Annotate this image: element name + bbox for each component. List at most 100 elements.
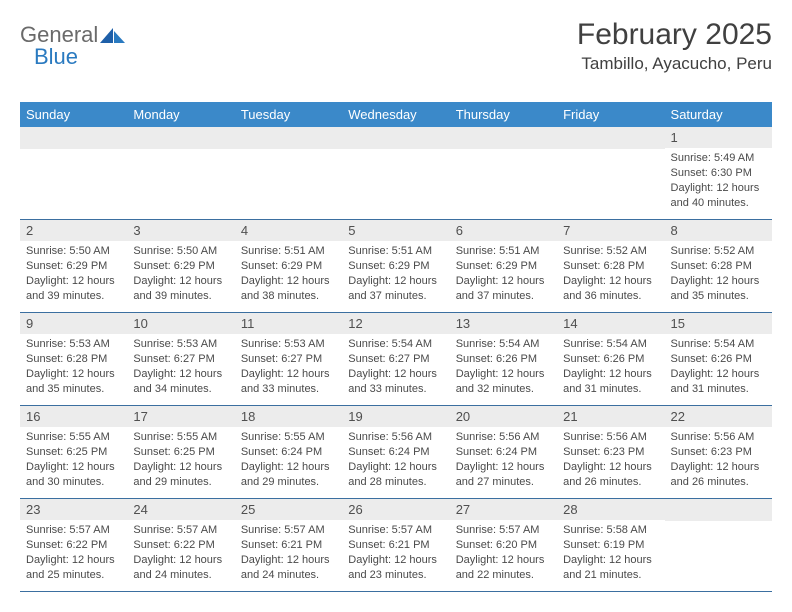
- day-details: Sunrise: 5:54 AMSunset: 6:27 PMDaylight:…: [342, 334, 449, 402]
- weekday-header: Thursday: [450, 102, 557, 127]
- day-details: Sunrise: 5:57 AMSunset: 6:21 PMDaylight:…: [342, 520, 449, 588]
- calendar-day-cell: 1Sunrise: 5:49 AMSunset: 6:30 PMDaylight…: [665, 127, 772, 219]
- day-number: 15: [665, 313, 772, 334]
- weekday-header: Saturday: [665, 102, 772, 127]
- calendar-day-cell: 23Sunrise: 5:57 AMSunset: 6:22 PMDayligh…: [20, 499, 127, 591]
- day-number: 27: [450, 499, 557, 520]
- calendar-day-cell: 5Sunrise: 5:51 AMSunset: 6:29 PMDaylight…: [342, 220, 449, 312]
- calendar-day-cell: 14Sunrise: 5:54 AMSunset: 6:26 PMDayligh…: [557, 313, 664, 405]
- calendar-day-cell: 6Sunrise: 5:51 AMSunset: 6:29 PMDaylight…: [450, 220, 557, 312]
- location: Tambillo, Ayacucho, Peru: [577, 54, 772, 74]
- day-number: 21: [557, 406, 664, 427]
- calendar-day-cell: 13Sunrise: 5:54 AMSunset: 6:26 PMDayligh…: [450, 313, 557, 405]
- weekday-header: Tuesday: [235, 102, 342, 127]
- calendar-day-cell: 27Sunrise: 5:57 AMSunset: 6:20 PMDayligh…: [450, 499, 557, 591]
- day-number: [665, 499, 772, 521]
- day-number: 17: [127, 406, 234, 427]
- day-number: 28: [557, 499, 664, 520]
- day-number: 5: [342, 220, 449, 241]
- day-details: Sunrise: 5:57 AMSunset: 6:20 PMDaylight:…: [450, 520, 557, 588]
- calendar-day-cell: [665, 499, 772, 591]
- logo-word2: Blue: [34, 44, 78, 69]
- day-details: Sunrise: 5:57 AMSunset: 6:22 PMDaylight:…: [20, 520, 127, 588]
- day-details: Sunrise: 5:53 AMSunset: 6:27 PMDaylight:…: [127, 334, 234, 402]
- day-number: 18: [235, 406, 342, 427]
- day-details: Sunrise: 5:55 AMSunset: 6:25 PMDaylight:…: [20, 427, 127, 495]
- calendar-day-cell: 24Sunrise: 5:57 AMSunset: 6:22 PMDayligh…: [127, 499, 234, 591]
- day-number: 25: [235, 499, 342, 520]
- calendar-day-cell: 12Sunrise: 5:54 AMSunset: 6:27 PMDayligh…: [342, 313, 449, 405]
- day-number: 9: [20, 313, 127, 334]
- day-number: 13: [450, 313, 557, 334]
- day-number: 20: [450, 406, 557, 427]
- calendar-day-cell: [557, 127, 664, 219]
- weekday-header: Sunday: [20, 102, 127, 127]
- day-details: Sunrise: 5:50 AMSunset: 6:29 PMDaylight:…: [127, 241, 234, 309]
- calendar-day-cell: 10Sunrise: 5:53 AMSunset: 6:27 PMDayligh…: [127, 313, 234, 405]
- calendar-week-row: 2Sunrise: 5:50 AMSunset: 6:29 PMDaylight…: [20, 220, 772, 313]
- day-details: Sunrise: 5:56 AMSunset: 6:23 PMDaylight:…: [665, 427, 772, 495]
- day-number: 19: [342, 406, 449, 427]
- day-number: [127, 127, 234, 149]
- weekday-header: Friday: [557, 102, 664, 127]
- calendar-week-row: 16Sunrise: 5:55 AMSunset: 6:25 PMDayligh…: [20, 406, 772, 499]
- day-details: Sunrise: 5:56 AMSunset: 6:23 PMDaylight:…: [557, 427, 664, 495]
- day-number: [557, 127, 664, 149]
- calendar-day-cell: 3Sunrise: 5:50 AMSunset: 6:29 PMDaylight…: [127, 220, 234, 312]
- calendar-week-row: 9Sunrise: 5:53 AMSunset: 6:28 PMDaylight…: [20, 313, 772, 406]
- calendar-day-cell: [235, 127, 342, 219]
- calendar-day-cell: 28Sunrise: 5:58 AMSunset: 6:19 PMDayligh…: [557, 499, 664, 591]
- day-details: Sunrise: 5:54 AMSunset: 6:26 PMDaylight:…: [557, 334, 664, 402]
- day-details: Sunrise: 5:52 AMSunset: 6:28 PMDaylight:…: [665, 241, 772, 309]
- day-details: Sunrise: 5:51 AMSunset: 6:29 PMDaylight:…: [235, 241, 342, 309]
- day-number: 22: [665, 406, 772, 427]
- calendar: SundayMondayTuesdayWednesdayThursdayFrid…: [20, 102, 772, 592]
- calendar-day-cell: 2Sunrise: 5:50 AMSunset: 6:29 PMDaylight…: [20, 220, 127, 312]
- day-number: 2: [20, 220, 127, 241]
- calendar-day-cell: 17Sunrise: 5:55 AMSunset: 6:25 PMDayligh…: [127, 406, 234, 498]
- calendar-day-cell: 11Sunrise: 5:53 AMSunset: 6:27 PMDayligh…: [235, 313, 342, 405]
- calendar-day-cell: 19Sunrise: 5:56 AMSunset: 6:24 PMDayligh…: [342, 406, 449, 498]
- day-number: [450, 127, 557, 149]
- day-number: 3: [127, 220, 234, 241]
- calendar-day-cell: 16Sunrise: 5:55 AMSunset: 6:25 PMDayligh…: [20, 406, 127, 498]
- calendar-day-cell: 22Sunrise: 5:56 AMSunset: 6:23 PMDayligh…: [665, 406, 772, 498]
- day-details: Sunrise: 5:53 AMSunset: 6:28 PMDaylight:…: [20, 334, 127, 402]
- calendar-day-cell: 9Sunrise: 5:53 AMSunset: 6:28 PMDaylight…: [20, 313, 127, 405]
- day-number: [342, 127, 449, 149]
- weekday-header: Monday: [127, 102, 234, 127]
- day-number: 10: [127, 313, 234, 334]
- calendar-day-cell: 8Sunrise: 5:52 AMSunset: 6:28 PMDaylight…: [665, 220, 772, 312]
- day-number: 26: [342, 499, 449, 520]
- logo-sail-icon: [100, 26, 126, 44]
- day-number: 23: [20, 499, 127, 520]
- day-details: Sunrise: 5:52 AMSunset: 6:28 PMDaylight:…: [557, 241, 664, 309]
- weekday-header-row: SundayMondayTuesdayWednesdayThursdayFrid…: [20, 102, 772, 127]
- day-details: Sunrise: 5:56 AMSunset: 6:24 PMDaylight:…: [342, 427, 449, 495]
- day-details: Sunrise: 5:55 AMSunset: 6:24 PMDaylight:…: [235, 427, 342, 495]
- calendar-day-cell: 7Sunrise: 5:52 AMSunset: 6:28 PMDaylight…: [557, 220, 664, 312]
- calendar-day-cell: 21Sunrise: 5:56 AMSunset: 6:23 PMDayligh…: [557, 406, 664, 498]
- weekday-header: Wednesday: [342, 102, 449, 127]
- page-title: February 2025: [577, 18, 772, 52]
- day-number: 4: [235, 220, 342, 241]
- day-number: [235, 127, 342, 149]
- day-number: 16: [20, 406, 127, 427]
- calendar-day-cell: 18Sunrise: 5:55 AMSunset: 6:24 PMDayligh…: [235, 406, 342, 498]
- calendar-day-cell: [342, 127, 449, 219]
- day-details: Sunrise: 5:49 AMSunset: 6:30 PMDaylight:…: [665, 148, 772, 216]
- day-number: 12: [342, 313, 449, 334]
- day-number: 24: [127, 499, 234, 520]
- day-details: Sunrise: 5:53 AMSunset: 6:27 PMDaylight:…: [235, 334, 342, 402]
- day-details: Sunrise: 5:54 AMSunset: 6:26 PMDaylight:…: [665, 334, 772, 402]
- calendar-day-cell: [127, 127, 234, 219]
- calendar-week-row: 23Sunrise: 5:57 AMSunset: 6:22 PMDayligh…: [20, 499, 772, 592]
- day-details: Sunrise: 5:57 AMSunset: 6:21 PMDaylight:…: [235, 520, 342, 588]
- day-number: 7: [557, 220, 664, 241]
- day-details: Sunrise: 5:58 AMSunset: 6:19 PMDaylight:…: [557, 520, 664, 588]
- calendar-day-cell: 26Sunrise: 5:57 AMSunset: 6:21 PMDayligh…: [342, 499, 449, 591]
- day-number: 8: [665, 220, 772, 241]
- day-number: 6: [450, 220, 557, 241]
- calendar-day-cell: 15Sunrise: 5:54 AMSunset: 6:26 PMDayligh…: [665, 313, 772, 405]
- day-number: [20, 127, 127, 149]
